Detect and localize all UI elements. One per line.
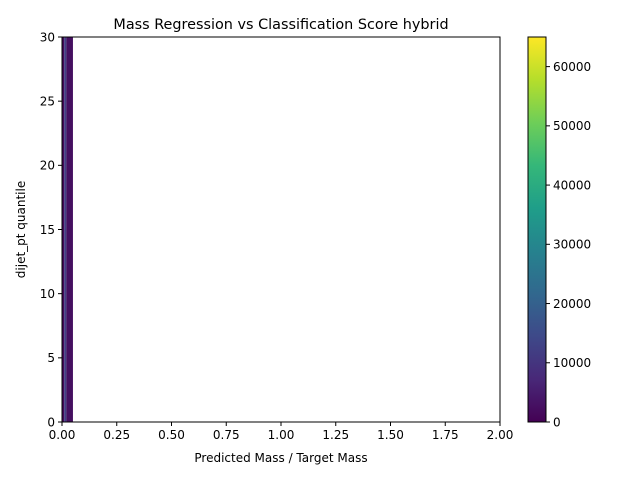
y-axis: 0 5 10 15 20 25 30: [40, 30, 62, 429]
colorbar-tick-label: 20000: [553, 297, 591, 311]
colorbar-frame: [527, 36, 547, 423]
plot-background: [62, 37, 500, 422]
x-tick-label: 0.00: [49, 428, 76, 442]
x-tick-label: 1.00: [268, 428, 295, 442]
heatmap-cell-1: [64, 37, 67, 422]
y-tick-label: 10: [40, 287, 55, 301]
chart-title: Mass Regression vs Classification Score …: [113, 17, 448, 33]
y-tick-label: 20: [40, 159, 55, 173]
y-tick-label: 15: [40, 223, 55, 237]
x-tick-label: 0.75: [213, 428, 240, 442]
x-axis-label: Predicted Mass / Target Mass: [194, 451, 367, 465]
x-tick-label: 1.75: [432, 428, 459, 442]
y-axis-label: dijet_pt quantile: [14, 181, 28, 278]
x-tick-label: 2.00: [487, 428, 514, 442]
y-tick-label: 0: [47, 415, 55, 429]
y-tick-label: 5: [47, 351, 55, 365]
colorbar: 0 10000 20000 30000 40000 50000 60000: [527, 36, 591, 429]
colorbar-tick-label: 50000: [553, 119, 591, 133]
x-axis: 0.00 0.25 0.50 0.75 1.00 1.25 1.50 1.75 2.00: [49, 422, 514, 442]
heatmap-cells: [62, 37, 73, 422]
colorbar-tick-label: 30000: [553, 238, 591, 252]
x-tick-label: 1.50: [377, 428, 404, 442]
colorbar-tick-label: 0: [553, 415, 561, 429]
x-tick-label: 1.25: [322, 428, 349, 442]
x-tick-label: 0.50: [158, 428, 185, 442]
y-tick-label: 25: [40, 94, 55, 108]
heatmap-cell-0: [62, 37, 65, 422]
colorbar-ticks: 0 10000 20000 30000 40000 50000 60000: [546, 60, 591, 429]
colorbar-tick-label: 60000: [553, 60, 591, 74]
y-tick-label: 30: [40, 30, 55, 44]
x-tick-label: 0.25: [103, 428, 130, 442]
plot-area: [61, 36, 501, 423]
colorbar-gradient: [528, 37, 546, 422]
colorbar-tick-label: 40000: [553, 178, 591, 192]
heatmap-cell-2: [66, 37, 73, 422]
colorbar-tick-label: 10000: [553, 356, 591, 370]
